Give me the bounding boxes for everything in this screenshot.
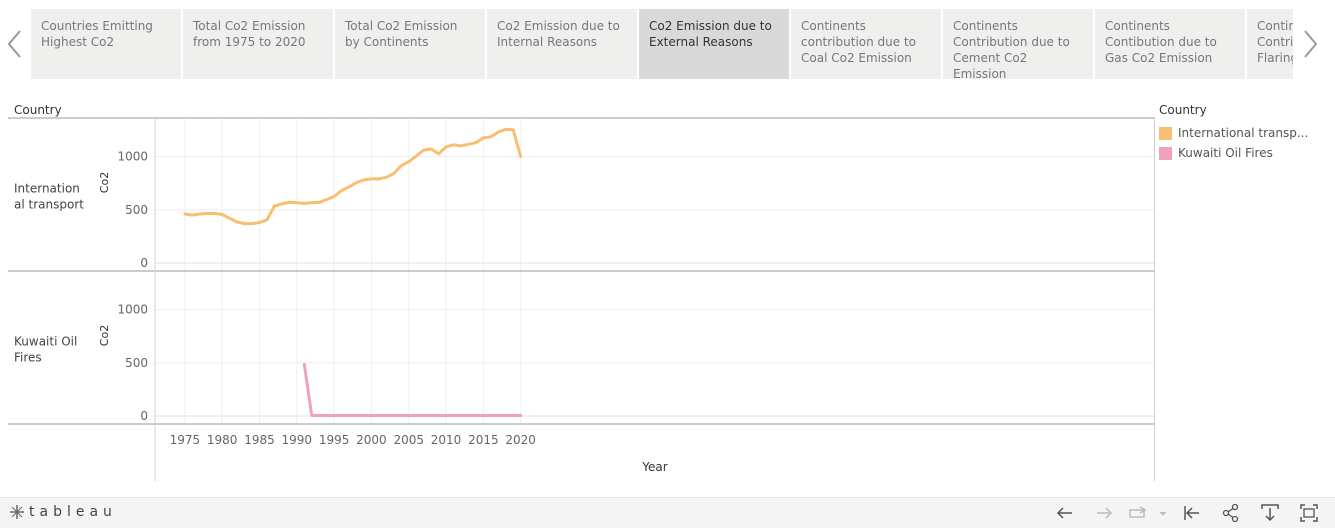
share-icon [1222,503,1239,523]
row-label: Internation al transport [14,182,84,212]
undo-button[interactable] [1055,503,1075,523]
arrow-left-icon [1056,507,1072,519]
fullscreen-button[interactable] [1299,503,1319,523]
legend-swatch [1159,126,1172,140]
legend: Country International transp... Kuwaiti … [1159,103,1329,163]
tab-5[interactable]: Co2 Emission due to External Reasons [639,9,789,79]
legend-label: Kuwaiti Oil Fires [1178,146,1273,160]
x-tick-label: 2010 [431,433,462,447]
row-header-title: Country [14,103,62,117]
x-tick-label: 2015 [468,433,499,447]
y-axis-label: Co2 [98,325,111,346]
y-axis-label: Co2 [98,172,111,193]
revert-icon [1129,506,1167,518]
reset-button[interactable] [1182,503,1202,523]
tab-bar: Countries Emitting Highest Co2 Total Co2 … [0,0,1335,82]
arrow-right-icon [1097,507,1113,519]
legend-title: Country [1159,103,1207,117]
series-line-international-transport [183,127,523,226]
tab-1[interactable]: Countries Emitting Highest Co2 [31,9,181,79]
y-tick-label: 0 [140,409,148,423]
y-tick-label: 500 [125,203,148,217]
x-tick-label: 1990 [282,433,313,447]
tab-9[interactable]: Continents Contribution due to Flaring [1247,9,1293,79]
row-label-line: Fires [14,351,42,365]
x-tick-label: 1995 [319,433,350,447]
legend-item-kuwaiti-oil-fires[interactable]: Kuwaiti Oil Fires [1159,143,1329,163]
brand-text: tableau [29,504,117,520]
tab-3[interactable]: Total Co2 Emission by Continents [335,9,485,79]
download-icon [1261,504,1279,522]
tabs-prev-button[interactable] [3,26,27,62]
legend-label: International transp... [1178,126,1309,140]
tableau-toolbar: tableau [0,497,1335,528]
share-button[interactable] [1221,503,1241,523]
legend-item-international-transport[interactable]: International transp... [1159,123,1329,143]
x-tick-label: 2020 [505,433,536,447]
x-tick-label: 1985 [244,433,275,447]
row-label: Kuwaiti Oil Fires [14,335,77,365]
row-label-line: al transport [14,198,84,212]
y-tick-label: 1000 [117,303,148,317]
chevron-right-icon [1304,30,1318,58]
redo-button[interactable] [1094,503,1114,523]
tab-7[interactable]: Continents Contribution due to Cement Co… [943,9,1093,79]
x-tick-label: 1980 [207,433,238,447]
x-axis-label: Year [641,460,667,474]
series-line-kuwaiti-oil-fires [302,362,523,417]
y-tick-label: 0 [140,256,148,270]
line-chart: Country 0 500 1000 Co2 Internation al transpor… [8,103,1155,481]
row-label-line: Kuwaiti Oil [14,335,77,349]
tab-4[interactable]: Co2 Emission due to Internal Reasons [487,9,637,79]
legend-swatch [1159,146,1172,160]
y-tick-label: 500 [125,356,148,370]
dashboard-tabs: Countries Emitting Highest Co2 Total Co2 … [31,9,1293,79]
x-tick-label: 2005 [393,433,424,447]
tab-2[interactable]: Total Co2 Emission from 1975 to 2020 [183,9,333,79]
y-tick-label: 1000 [117,150,148,164]
tableau-logo[interactable]: tableau [9,504,117,520]
download-button[interactable] [1260,503,1280,523]
tableau-plus-icon [10,505,24,519]
x-tick-label: 2000 [356,433,387,447]
tab-6[interactable]: Continents contribution due to Coal Co2 … [791,9,941,79]
revert-button[interactable] [1128,503,1170,523]
x-tick-label: 1975 [170,433,201,447]
tabs-next-button[interactable] [1298,26,1322,62]
chevron-left-icon [7,30,21,58]
skip-start-icon [1184,506,1199,520]
fullscreen-icon [1300,504,1318,522]
row-label-line: Internation [14,182,80,196]
tab-8[interactable]: Continents Contibution due to Gas Co2 Em… [1095,9,1245,79]
